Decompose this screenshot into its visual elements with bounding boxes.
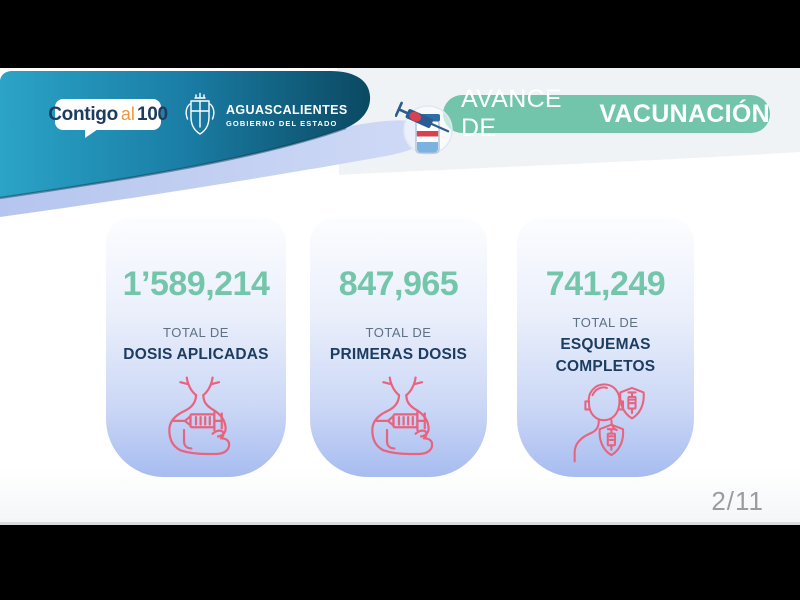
- stat-card-primeras-dosis: 847,965 TOTAL DE PRIMERAS DOSIS: [310, 217, 487, 477]
- letterbox-bottom: [0, 525, 800, 600]
- brand-word-al: al: [120, 104, 135, 124]
- stat-label-line: PRIMERAS DOSIS: [329, 346, 468, 363]
- arm-syringe-icon: [150, 373, 242, 465]
- stat-value: 741,249: [545, 265, 666, 303]
- slide-title-pill: AVANCE DE VACUNACIÓN: [443, 85, 770, 142]
- government-name: AGUASCALIENTES: [226, 102, 348, 117]
- header-blue-ribbon: [0, 120, 430, 217]
- stat-label-small: TOTAL DE: [163, 325, 229, 340]
- slide: Contigo al 100 AGUASCALIENTES GOBIERNO D…: [0, 68, 800, 525]
- stat-label-bold: DOSIS APLICADAS: [123, 344, 268, 366]
- header-band-edge: [0, 126, 347, 200]
- brand-word-contigo: Contigo: [48, 103, 118, 125]
- stat-label-bold: ESQUEMAS COMPLETOS: [556, 334, 656, 378]
- stat-value: 847,965: [338, 265, 459, 303]
- page-indicator: 2/11: [711, 486, 764, 516]
- arm-syringe-icon: [353, 373, 445, 465]
- stat-label-small: TOTAL DE: [572, 315, 639, 330]
- stat-value: 1’589,214: [122, 265, 270, 303]
- stat-label-bold: PRIMERAS DOSIS: [330, 344, 467, 366]
- coat-of-arms-icon: [185, 92, 215, 135]
- stat-label-line: ESQUEMAS: [560, 336, 651, 353]
- slide-title-prefix: AVANCE DE: [461, 85, 562, 142]
- vaccine-vial-syringe-icon: [395, 101, 453, 155]
- government-logo: AGUASCALIENTES GOBIERNO DEL ESTADO: [182, 90, 348, 140]
- stat-label-small: TOTAL DE: [365, 325, 432, 340]
- letterbox-top: [0, 0, 800, 68]
- slide-title-emphasis: VACUNACIÓN: [599, 99, 770, 128]
- person-shields-icon: [561, 379, 651, 465]
- government-subtitle: GOBIERNO DEL ESTADO: [226, 118, 338, 128]
- brand-word-100: 100: [136, 103, 168, 125]
- stat-label-line: DOSIS APLICADAS: [123, 346, 269, 363]
- stat-card-esquemas-completos: 741,249 TOTAL DE ESQUEMAS COMPLETOS: [517, 217, 694, 477]
- stat-label-line: COMPLETOS: [555, 358, 656, 375]
- contigo-al-100-logo: Contigo al 100: [48, 99, 168, 138]
- government-text: AGUASCALIENTES GOBIERNO DEL ESTADO: [226, 103, 348, 128]
- stat-card-dosis-aplicadas: 1’589,214 TOTAL DE DOSIS APLICADAS: [106, 217, 286, 477]
